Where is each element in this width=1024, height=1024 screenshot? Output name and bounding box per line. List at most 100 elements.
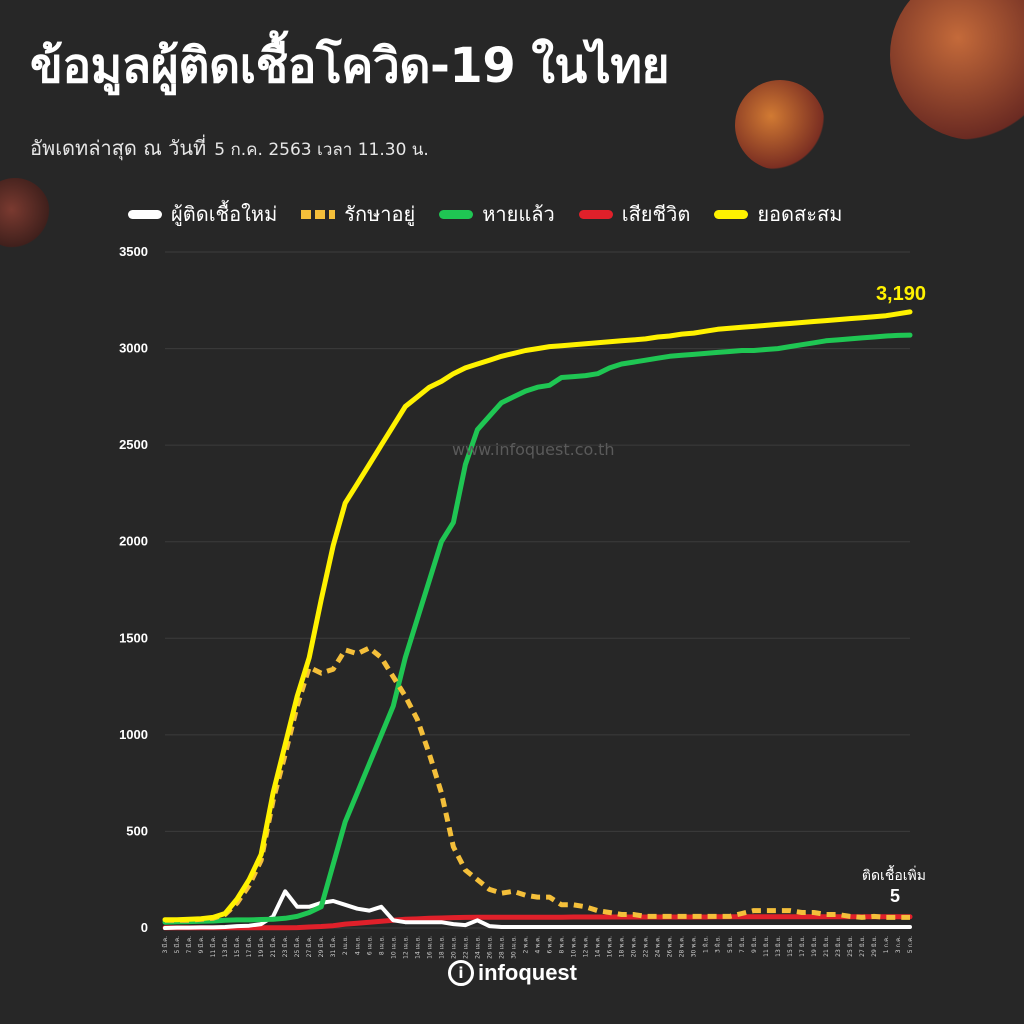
x-tick-label-14: 31 มี.ค. xyxy=(329,936,337,957)
legend-swatch-recovered xyxy=(439,209,474,219)
x-tick-label-30: 2 พ.ค. xyxy=(522,936,529,954)
y-tick-label-500: 500 xyxy=(126,823,148,838)
page-title: ข้อมูลผู้ติดเชื้อโควิด-19 ในไทย xyxy=(30,38,670,94)
series-line-active xyxy=(165,645,910,923)
legend-swatch-cumulative xyxy=(714,209,749,219)
x-tick-label-10: 23 มี.ค. xyxy=(281,936,289,957)
x-tick-label-42: 26 พ.ค. xyxy=(667,936,674,957)
x-tick-label-31: 4 พ.ค. xyxy=(535,936,542,954)
legend-item-recovered: หายแล้ว xyxy=(439,198,555,230)
annotation-cumulative-total: 3,190 xyxy=(876,283,926,305)
x-tick-label-0: 3 มี.ค. xyxy=(161,936,169,954)
x-tick-label-37: 16 พ.ค. xyxy=(607,936,614,957)
legend-swatch-active xyxy=(301,209,336,219)
x-tick-label-61: 3 ก.ค. xyxy=(895,936,902,953)
x-tick-label-57: 25 มิ.ย. xyxy=(847,936,854,957)
annotation-new-cases-value: 5 xyxy=(890,886,900,906)
x-tick-label-24: 20 เม.ย. xyxy=(450,936,457,959)
x-tick-label-18: 8 เม.ย. xyxy=(378,936,385,955)
x-tick-label-15: 2 เม.ย. xyxy=(342,936,349,955)
x-tick-label-33: 8 พ.ค. xyxy=(559,936,566,954)
x-axis-ticks: 3 มี.ค. 5 มี.ค. 7 มี.ค. 9 มี.ค. 11 มี.ค. 13 ม… xyxy=(161,936,914,959)
x-tick-label-49: 9 มิ.ย. xyxy=(751,936,758,953)
x-tick-label-16: 4 เม.ย. xyxy=(354,936,361,955)
x-tick-label-22: 16 เม.ย. xyxy=(426,936,433,959)
legend-item-deaths: เสียชีวิต xyxy=(578,198,691,230)
x-tick-label-56: 23 มิ.ย. xyxy=(835,936,842,957)
legend-swatch-new-cases xyxy=(128,209,162,219)
y-tick-label-1500: 1500 xyxy=(119,630,148,645)
update-label: อัพเดทล่าสุด ณ วันที่ xyxy=(30,136,207,160)
x-tick-label-13: 29 มี.ค. xyxy=(317,936,325,957)
legend-label-deaths: เสียชีวิต xyxy=(621,202,691,226)
x-tick-label-47: 5 มิ.ย. xyxy=(727,936,734,953)
x-tick-label-3: 9 มี.ค. xyxy=(197,936,205,954)
legend-item-new-cases: ผู้ติดเชื้อใหม่ xyxy=(128,198,277,230)
x-tick-label-52: 15 มิ.ย. xyxy=(787,936,794,957)
x-tick-label-40: 22 พ.ค. xyxy=(643,936,650,957)
x-tick-label-34: 10 พ.ค. xyxy=(571,936,578,957)
x-tick-label-6: 15 มี.ค. xyxy=(233,936,241,957)
x-tick-label-46: 3 มิ.ย. xyxy=(715,936,722,953)
x-tick-label-27: 26 เม.ย. xyxy=(486,936,493,959)
x-tick-label-28: 28 เม.ย. xyxy=(498,936,505,959)
y-tick-label-3500: 3500 xyxy=(119,244,148,259)
x-tick-label-62: 5 ก.ค. xyxy=(907,936,914,953)
legend-label-recovered: หายแล้ว xyxy=(482,202,555,226)
x-tick-label-19: 10 เม.ย. xyxy=(390,936,397,959)
x-tick-label-7: 17 มี.ค. xyxy=(245,936,253,957)
x-tick-label-51: 13 มิ.ย. xyxy=(775,936,782,957)
x-tick-label-4: 11 มี.ค. xyxy=(209,936,217,957)
x-tick-label-43: 28 พ.ค. xyxy=(679,936,686,957)
chart-series-lines xyxy=(162,309,913,931)
legend-label-cumulative: ยอดสะสม xyxy=(757,202,843,226)
x-tick-label-48: 7 มิ.ย. xyxy=(739,936,746,953)
x-tick-label-5: 13 มี.ค. xyxy=(221,936,229,957)
legend-label-new-cases: ผู้ติดเชื้อใหม่ xyxy=(171,202,278,226)
y-tick-label-0: 0 xyxy=(141,920,148,935)
x-tick-label-23: 18 เม.ย. xyxy=(438,936,445,959)
x-tick-label-41: 24 พ.ค. xyxy=(655,936,662,957)
x-tick-label-21: 14 เม.ย. xyxy=(414,936,421,959)
x-tick-label-35: 12 พ.ค. xyxy=(583,936,590,957)
logo-mark-icon: i xyxy=(448,960,474,986)
x-tick-label-59: 29 มิ.ย. xyxy=(871,936,878,957)
series-line-recovered xyxy=(162,332,913,925)
watermark-text: www.infoquest.co.th xyxy=(452,440,615,459)
y-tick-label-1000: 1000 xyxy=(119,727,148,742)
y-tick-label-3000: 3000 xyxy=(119,341,148,356)
x-tick-label-36: 14 พ.ค. xyxy=(595,936,602,957)
update-value: 5 ก.ค. 2563 เวลา 11.30 น. xyxy=(214,140,429,160)
x-tick-label-1: 5 มี.ค. xyxy=(173,936,181,954)
x-tick-label-53: 17 มิ.ย. xyxy=(799,936,806,957)
series-line-new_cases xyxy=(163,889,912,930)
update-timestamp: อัพเดทล่าสุด ณ วันที่ 5 ก.ค. 2563 เวลา 11… xyxy=(30,132,429,164)
legend-swatch-deaths xyxy=(578,209,613,219)
logo-text: infoquest xyxy=(478,960,577,985)
x-tick-label-55: 21 มิ.ย. xyxy=(823,936,830,957)
infoquest-logo: i infoquest xyxy=(448,960,577,986)
x-tick-label-25: 22 เม.ย. xyxy=(462,936,469,959)
y-tick-label-2500: 2500 xyxy=(119,437,148,452)
x-tick-label-38: 18 พ.ค. xyxy=(619,936,626,957)
virus-decoration-mid xyxy=(735,80,825,170)
x-tick-label-50: 11 มิ.ย. xyxy=(763,936,770,957)
x-tick-label-44: 30 พ.ค. xyxy=(691,936,698,957)
x-tick-label-60: 1 ก.ค. xyxy=(883,936,890,953)
chart-legend: ผู้ติดเชื้อใหม่ รักษาอยู่ หายแล้ว เสียชี… xyxy=(128,198,842,230)
series-line-cumulative xyxy=(162,309,913,923)
legend-label-active: รักษาอยู่ xyxy=(344,202,416,226)
chart-annotations: 3,190 ติดเชื้อเพิ่ม 5 xyxy=(862,283,926,906)
y-axis-ticks: 0 500 1000 1500 2000 2500 3000 3500 xyxy=(119,244,148,935)
legend-item-cumulative: ยอดสะสม xyxy=(714,198,842,230)
x-tick-label-2: 7 มี.ค. xyxy=(185,936,193,954)
x-tick-label-17: 6 เม.ย. xyxy=(366,936,373,955)
chart-gridlines xyxy=(165,251,910,929)
x-tick-label-9: 21 มี.ค. xyxy=(269,936,277,957)
annotation-new-cases-label: ติดเชื้อเพิ่ม xyxy=(862,865,926,884)
x-tick-label-45: 1 มิ.ย. xyxy=(703,936,710,953)
x-tick-label-26: 24 เม.ย. xyxy=(474,936,481,959)
x-tick-label-39: 20 พ.ค. xyxy=(631,936,638,957)
series-line-deaths xyxy=(162,914,913,931)
